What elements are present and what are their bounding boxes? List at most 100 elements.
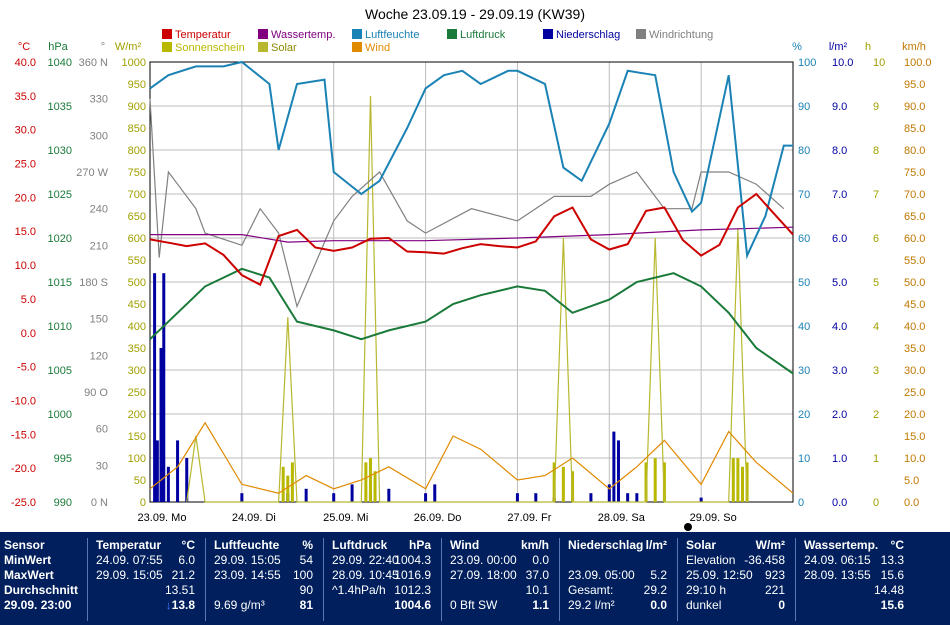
- solar-current: 0: [778, 598, 785, 612]
- x-label-5: 28.09. Sa: [598, 512, 646, 524]
- bar-sonnenschein-14: [740, 466, 744, 502]
- tick-wind-1: 95.0: [904, 79, 925, 91]
- tick-humidity-0: 100: [798, 57, 816, 69]
- tick-solar-19: 50: [134, 475, 146, 487]
- legend-swatch-5: [636, 29, 646, 39]
- tick-pressure-4: 1020: [48, 233, 72, 245]
- pressure-column: Luftdruck hPa 29.09. 22:40 1004.3 28.09. 1…: [324, 538, 442, 621]
- x-label-1: 24.09. Di: [232, 512, 276, 524]
- bar-niederschlag-25: [635, 493, 639, 502]
- bar-niederschlag-16: [515, 493, 519, 502]
- rain-unit: l/m²: [645, 538, 667, 552]
- tick-humidity-5: 50: [798, 277, 810, 289]
- tick-pressure-5: 1015: [48, 277, 72, 289]
- tick-wind-5: 75.0: [904, 167, 925, 179]
- water-min-time: 24.09. 06:15: [804, 553, 871, 567]
- bar-niederschlag-5: [176, 440, 180, 502]
- pressure-trend: ^1.4hPa/h: [332, 583, 386, 597]
- bar-niederschlag-23: [616, 440, 620, 502]
- tick-temp-0: 40.0: [15, 57, 36, 69]
- bar-sonnenschein-7: [561, 466, 565, 502]
- unit-pressure: hPa: [48, 41, 68, 53]
- water-current: 15.6: [880, 598, 904, 612]
- tick-wind-13: 35.0: [904, 343, 925, 355]
- tick-solar-2: 900: [128, 101, 146, 113]
- stats-panel: Sensor MinWert MaxWert Durchschnitt 29.0…: [0, 532, 950, 625]
- bar-niederschlag-17: [534, 493, 538, 502]
- bar-sonnenschein-13: [736, 458, 740, 502]
- tick-rain-2: 8.0: [832, 145, 847, 157]
- tick-rain-6: 4.0: [832, 321, 847, 333]
- bar-niederschlag-26: [699, 497, 703, 502]
- humidity-max: 100: [292, 568, 313, 582]
- tick-wind-11: 45.0: [904, 299, 925, 311]
- solar-elevation: -36.458: [744, 553, 785, 567]
- line-wind: [149, 421, 794, 494]
- tick-winddir-3: 270 W: [76, 167, 108, 179]
- bar-niederschlag-6: [185, 458, 189, 502]
- water-min: 13.3: [880, 553, 904, 567]
- tick-temp-4: 20.0: [15, 192, 36, 204]
- tick-temp-11: -15.0: [11, 429, 36, 441]
- tick-solar-7: 650: [128, 211, 146, 223]
- x-label-4: 27.09. Fr: [507, 512, 551, 524]
- current-time: 29.09. 23:00: [4, 598, 72, 612]
- x-label-2: 25.09. Mi: [323, 512, 368, 524]
- tick-rain-10: 0.0: [832, 497, 847, 509]
- wind-avg: 10.1: [525, 583, 549, 597]
- wind-max-time: 27.09. 18:00: [450, 568, 517, 582]
- bar-niederschlag-24: [626, 493, 630, 502]
- water-avg: 14.48: [873, 583, 904, 597]
- unit-temp: °C: [18, 41, 30, 53]
- rain-current: 0.0: [650, 598, 667, 612]
- tick-wind-10: 50.0: [904, 277, 925, 289]
- bar-niederschlag-3: [162, 273, 166, 502]
- bar-niederschlag-21: [607, 484, 611, 502]
- temp-max: 21.2: [171, 568, 195, 582]
- tick-rain-1: 9.0: [832, 101, 847, 113]
- max-label: MaxWert: [4, 568, 54, 582]
- tick-wind-8: 60.0: [904, 233, 925, 245]
- temp-current: 13.8: [171, 598, 195, 612]
- tick-humidity-6: 40: [798, 321, 810, 333]
- tick-temp-10: -10.0: [11, 395, 36, 407]
- line-windrichtung: [149, 98, 785, 309]
- tick-wind-18: 10.0: [904, 453, 925, 465]
- tick-humidity-10: 0: [798, 497, 804, 509]
- tick-temp-13: -25.0: [11, 497, 36, 509]
- tick-pressure-9: 995: [54, 453, 72, 465]
- tick-solar-5: 750: [128, 167, 146, 179]
- solar-duration: 29:10 h: [686, 583, 727, 597]
- humidity-header: Luftfeuchte: [214, 538, 280, 552]
- legend-swatch-8: [352, 42, 362, 52]
- bar-niederschlag-1: [155, 440, 159, 502]
- rain-total: 29.2: [643, 583, 667, 597]
- tick-wind-12: 40.0: [904, 321, 925, 333]
- tick-humidity-8: 20: [798, 409, 810, 421]
- solar-max-time: 25.09. 12:50: [686, 568, 753, 582]
- legend-swatch-6: [162, 42, 172, 52]
- unit-wind: km/h: [902, 41, 926, 53]
- pressure-max: 1016.9: [394, 568, 431, 582]
- tick-winddir-6: 180 S: [79, 277, 108, 289]
- tick-rain-7: 3.0: [832, 365, 847, 377]
- tick-wind-4: 80.0: [904, 145, 925, 157]
- tick-pressure-1: 1035: [48, 101, 72, 113]
- solar-max: 923: [764, 568, 785, 582]
- tick-wind-0: 100.0: [904, 57, 932, 69]
- tick-rain-4: 6.0: [832, 233, 847, 245]
- tick-sunshine-5: 5: [873, 277, 879, 289]
- wind-header: Wind: [450, 538, 480, 552]
- solar-avg: 221: [764, 583, 785, 597]
- tick-humidity-2: 80: [798, 145, 810, 157]
- tick-sunshine-1: 9: [873, 101, 879, 113]
- tick-sunshine-4: 6: [873, 233, 879, 245]
- legend-label-2: Luftfeuchte: [365, 29, 419, 41]
- pressure-max-time: 28.09. 10:45: [332, 568, 399, 582]
- bar-niederschlag-20: [589, 493, 593, 502]
- line-luftfeuchte: [149, 60, 793, 260]
- legend-label-0: Temperatur: [175, 29, 231, 41]
- bar-sonnenschein-11: [662, 462, 666, 502]
- pressure-min-time: 29.09. 22:40: [332, 553, 399, 567]
- tick-humidity-9: 10: [798, 453, 810, 465]
